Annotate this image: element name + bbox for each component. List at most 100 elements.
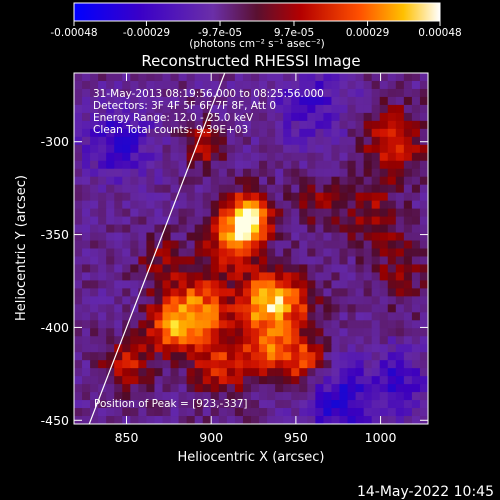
heatmap-cell [186, 368, 196, 377]
heatmap-cell [251, 416, 260, 424]
heatmap-cell [267, 160, 276, 170]
heatmap-cell [82, 416, 91, 424]
heatmap-cell [307, 304, 316, 313]
heatmap-cell [307, 256, 316, 266]
heatmap-cell [387, 264, 397, 274]
heatmap-cell [251, 360, 260, 369]
heatmap-cell [162, 312, 172, 321]
heatmap-cell [122, 312, 131, 321]
heatmap-cell [315, 168, 325, 178]
heatmap-cell [363, 336, 373, 345]
heatmap-cell [162, 376, 172, 385]
heatmap-cell [347, 168, 357, 178]
heatmap-cell [114, 368, 123, 377]
heatmap-cell [291, 80, 300, 90]
heatmap-cell [210, 200, 220, 210]
heatmap-cell [291, 128, 300, 138]
heatmap-cell [82, 328, 91, 337]
heatmap-cell [339, 120, 349, 130]
heatmap-cell [387, 312, 397, 321]
heatmap-cell [291, 152, 300, 162]
heatmap-cell [291, 408, 300, 417]
heatmap-cell [275, 328, 284, 337]
heatmap-cell [154, 104, 164, 114]
heatmap-cell [234, 360, 244, 369]
heatmap-cell [242, 288, 252, 297]
heatmap-cell [363, 136, 373, 146]
heatmap-cell [267, 328, 276, 337]
heatmap-cell [242, 328, 252, 337]
x-tick-label: 900 [199, 430, 223, 445]
heatmap-cell [267, 376, 276, 385]
heatmap-cell [299, 136, 308, 146]
heatmap-cell [355, 80, 365, 90]
heatmap-cell [218, 144, 228, 154]
heatmap-cell [395, 112, 405, 122]
heatmap-cell [170, 144, 180, 154]
heatmap-cell [162, 73, 172, 82]
heatmap-cell [138, 192, 148, 202]
heatmap-cell [82, 320, 91, 329]
heatmap-cell [323, 104, 333, 114]
heatmap-cell [291, 136, 300, 146]
heatmap-cell [283, 256, 292, 266]
heatmap-cell [315, 216, 325, 226]
heatmap-cell [178, 296, 188, 305]
heatmap-cell [259, 384, 268, 393]
heatmap-cell [218, 264, 228, 274]
heatmap-cell [210, 280, 220, 289]
heatmap-cell [419, 96, 428, 106]
heatmap-cell [226, 144, 236, 154]
heatmap-cell [339, 136, 349, 146]
heatmap-cell [251, 176, 260, 186]
heatmap-cell [259, 304, 268, 313]
heatmap-cell [170, 360, 180, 369]
heatmap-cell [194, 216, 204, 226]
heatmap-cell [162, 360, 172, 369]
heatmap-cell [98, 280, 107, 289]
heatmap-cell [162, 408, 172, 417]
heatmap-cell [307, 160, 316, 170]
heatmap-cell [90, 160, 99, 170]
heatmap-cell [331, 224, 341, 234]
heatmap-cell [419, 408, 428, 417]
heatmap-cell [363, 128, 373, 138]
heatmap-cell [242, 184, 252, 194]
heatmap-cell [218, 152, 228, 162]
heatmap-cell [138, 288, 148, 297]
heatmap-cell [202, 128, 212, 138]
heatmap-cell [267, 280, 276, 289]
heatmap-cell [307, 288, 316, 297]
heatmap-cell [130, 264, 139, 274]
heatmap-cell [162, 224, 172, 234]
heatmap-cell [218, 120, 228, 130]
heatmap-cell [90, 104, 99, 114]
heatmap-cell [371, 176, 381, 186]
heatmap-cell [347, 120, 357, 130]
heatmap-cell [210, 96, 220, 106]
heatmap-cell [186, 73, 196, 82]
heatmap-cell [226, 168, 236, 178]
heatmap-cell [242, 352, 252, 361]
heatmap-cell [130, 368, 139, 377]
heatmap-cell [170, 168, 180, 178]
heatmap-cell [331, 232, 341, 242]
heatmap-cell [234, 96, 244, 106]
heatmap-cell [291, 312, 300, 321]
heatmap-cell [379, 400, 389, 409]
heatmap-cell [234, 400, 244, 409]
heatmap-cell [291, 176, 300, 186]
heatmap-cell [355, 112, 365, 122]
annotation-clean-counts: Clean Total counts: 9.39E+03 [93, 124, 248, 136]
heatmap-cell [347, 416, 357, 424]
heatmap-cell [411, 248, 421, 258]
heatmap-cell [331, 320, 341, 329]
heatmap-cell [162, 160, 172, 170]
heatmap-cell [387, 344, 397, 353]
heatmap-cell [210, 416, 220, 424]
heatmap-cell [186, 384, 196, 393]
heatmap-cell [355, 73, 365, 82]
heatmap-cell [291, 288, 300, 297]
heatmap-cell [90, 392, 99, 401]
heatmap-cell [226, 296, 236, 305]
